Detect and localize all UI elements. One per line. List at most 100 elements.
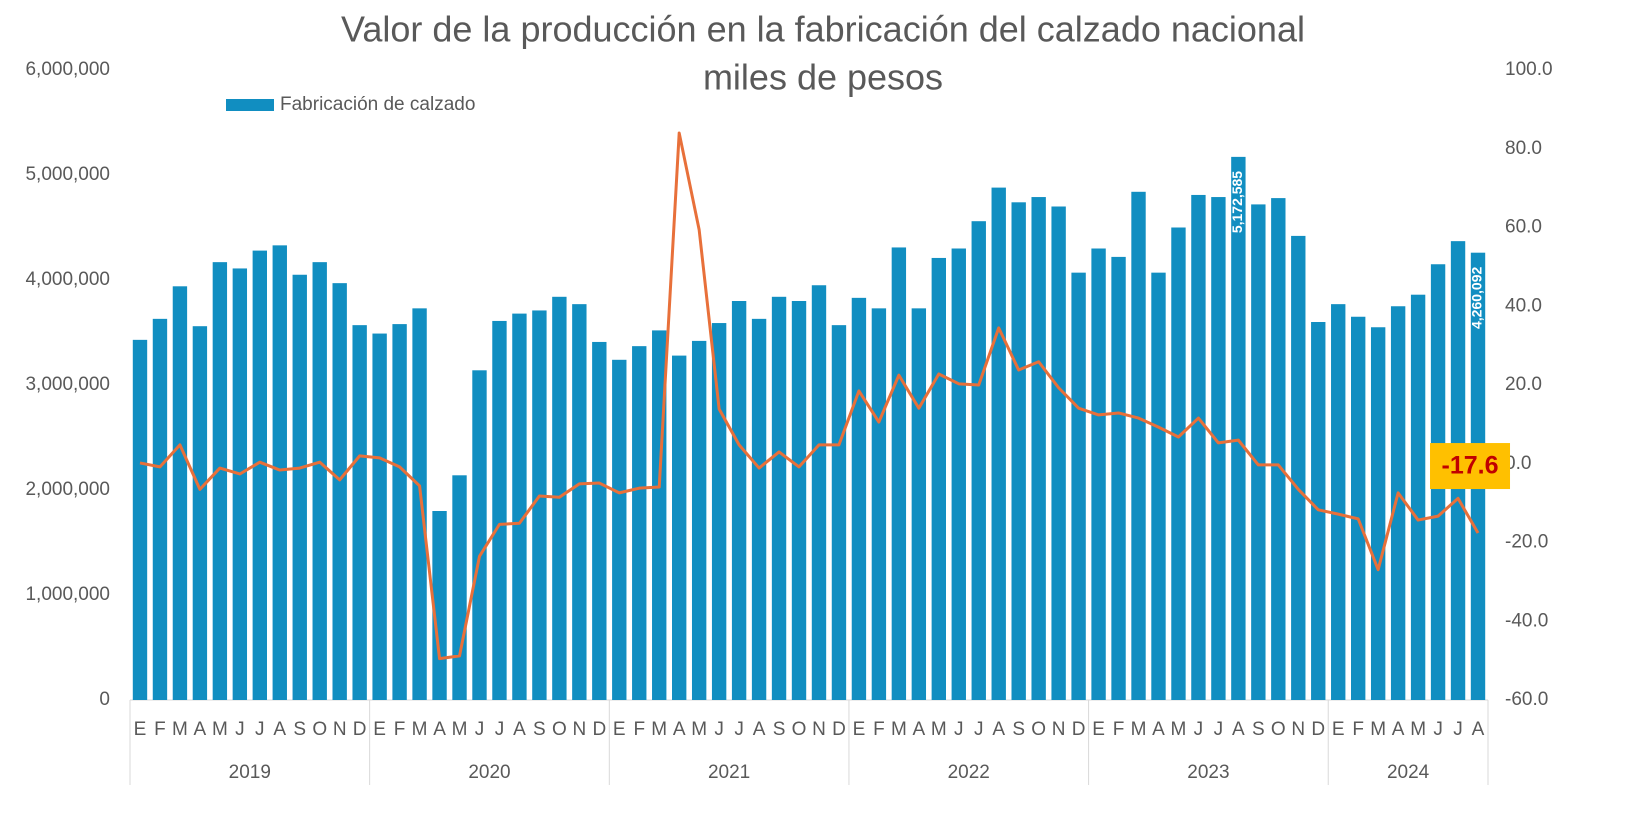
x-tick-label: S (1252, 719, 1265, 740)
x-tick-label: J (1214, 719, 1224, 740)
x-tick-label: D (832, 719, 846, 740)
x-tick-label: A (992, 719, 1005, 740)
bar (672, 355, 687, 700)
y2-tick-label: -40.0 (1505, 610, 1548, 631)
y2-tick-label: 100.0 (1505, 59, 1553, 80)
bar (232, 268, 248, 700)
bar (372, 333, 387, 700)
x-tick-label: M (412, 719, 428, 740)
y-tick-label: 0 (99, 689, 110, 710)
bar (292, 274, 307, 700)
bar (911, 308, 927, 700)
x-tick-label: F (1352, 719, 1364, 740)
x-tick-label: E (1092, 719, 1105, 740)
bar (132, 339, 148, 700)
x-tick-label: M (172, 719, 188, 740)
bar (1231, 156, 1246, 701)
bar (632, 346, 647, 700)
bar (192, 326, 208, 700)
bar (492, 320, 507, 700)
x-tick-label: A (1232, 719, 1245, 740)
bar (1171, 227, 1186, 700)
x-tick-label: M (1131, 719, 1147, 740)
x-tick-label: D (353, 719, 367, 740)
bar (951, 248, 966, 700)
bar (572, 304, 587, 700)
y2-tick-label: 80.0 (1505, 138, 1542, 159)
x-tick-label: D (592, 719, 606, 740)
x-tick-label: D (1072, 719, 1086, 740)
bar (1291, 235, 1306, 700)
bar (252, 250, 267, 700)
x-tick-label: J (475, 719, 485, 740)
x-tick-label: E (1332, 719, 1345, 740)
bar (432, 511, 447, 700)
x-tick-label: A (912, 719, 925, 740)
x-tick-label: A (1392, 719, 1405, 740)
bar (1151, 272, 1166, 700)
x-tick-label: N (812, 719, 826, 740)
x-tick-label: S (533, 719, 546, 740)
bar (1370, 327, 1386, 700)
bar (751, 318, 767, 700)
x-tick-label: F (1113, 719, 1125, 740)
legend-label: Fabricación de calzado (280, 94, 475, 115)
x-tick-label: N (572, 719, 586, 740)
bar (172, 286, 188, 700)
y-tick-label: 5,000,000 (25, 164, 110, 185)
bar (1410, 294, 1426, 700)
bar (352, 325, 367, 700)
x-tick-label: J (714, 719, 724, 740)
x-tick-label: M (452, 719, 468, 740)
y2-tick-label: -20.0 (1505, 532, 1548, 553)
bar (1191, 194, 1206, 700)
bar (1351, 316, 1366, 700)
x-tick-label: E (853, 719, 866, 740)
x-tick-label: M (651, 719, 667, 740)
bar (1271, 198, 1286, 700)
bar (452, 475, 467, 700)
bar (272, 245, 287, 700)
bar (791, 301, 807, 700)
bar (731, 301, 747, 700)
bar (971, 221, 986, 700)
x-tick-label: J (1194, 719, 1204, 740)
bar (412, 308, 427, 700)
bar (931, 257, 946, 700)
x-tick-label: A (433, 719, 446, 740)
x-tick-label: O (792, 719, 807, 740)
x-tick-label: N (333, 719, 347, 740)
x-tick-label: N (1052, 719, 1066, 740)
chart-title: Valor de la producción en la fabricación… (341, 9, 1305, 50)
bar (1111, 256, 1126, 700)
x-tick-label: E (613, 719, 626, 740)
x-tick-label: A (273, 719, 286, 740)
y2-tick-label: 40.0 (1505, 295, 1542, 316)
x-tick-label: F (873, 719, 885, 740)
bar (851, 297, 867, 700)
x-tick-label: A (1472, 719, 1485, 740)
line (139, 131, 1480, 661)
x-tick-label: J (495, 719, 505, 740)
x-tick-label: E (134, 719, 147, 740)
bar (1011, 202, 1026, 701)
year-label: 2022 (948, 762, 990, 783)
x-tick-label: M (931, 719, 947, 740)
x-tick-label: M (691, 719, 707, 740)
x-tick-label: F (394, 719, 406, 740)
bar (811, 285, 827, 700)
bar (512, 313, 527, 700)
x-tick-label: J (1433, 719, 1443, 740)
bar (332, 283, 347, 700)
x-tick-label: O (1031, 719, 1046, 740)
y2-tick-label: -60.0 (1505, 689, 1548, 710)
year-label: 2021 (708, 762, 750, 783)
bar (1091, 248, 1106, 700)
x-tick-label: M (1410, 719, 1426, 740)
bar (771, 296, 787, 700)
line-value-label: -17.6 (1442, 452, 1499, 480)
bar (991, 187, 1006, 701)
year-label: 2020 (468, 762, 510, 783)
